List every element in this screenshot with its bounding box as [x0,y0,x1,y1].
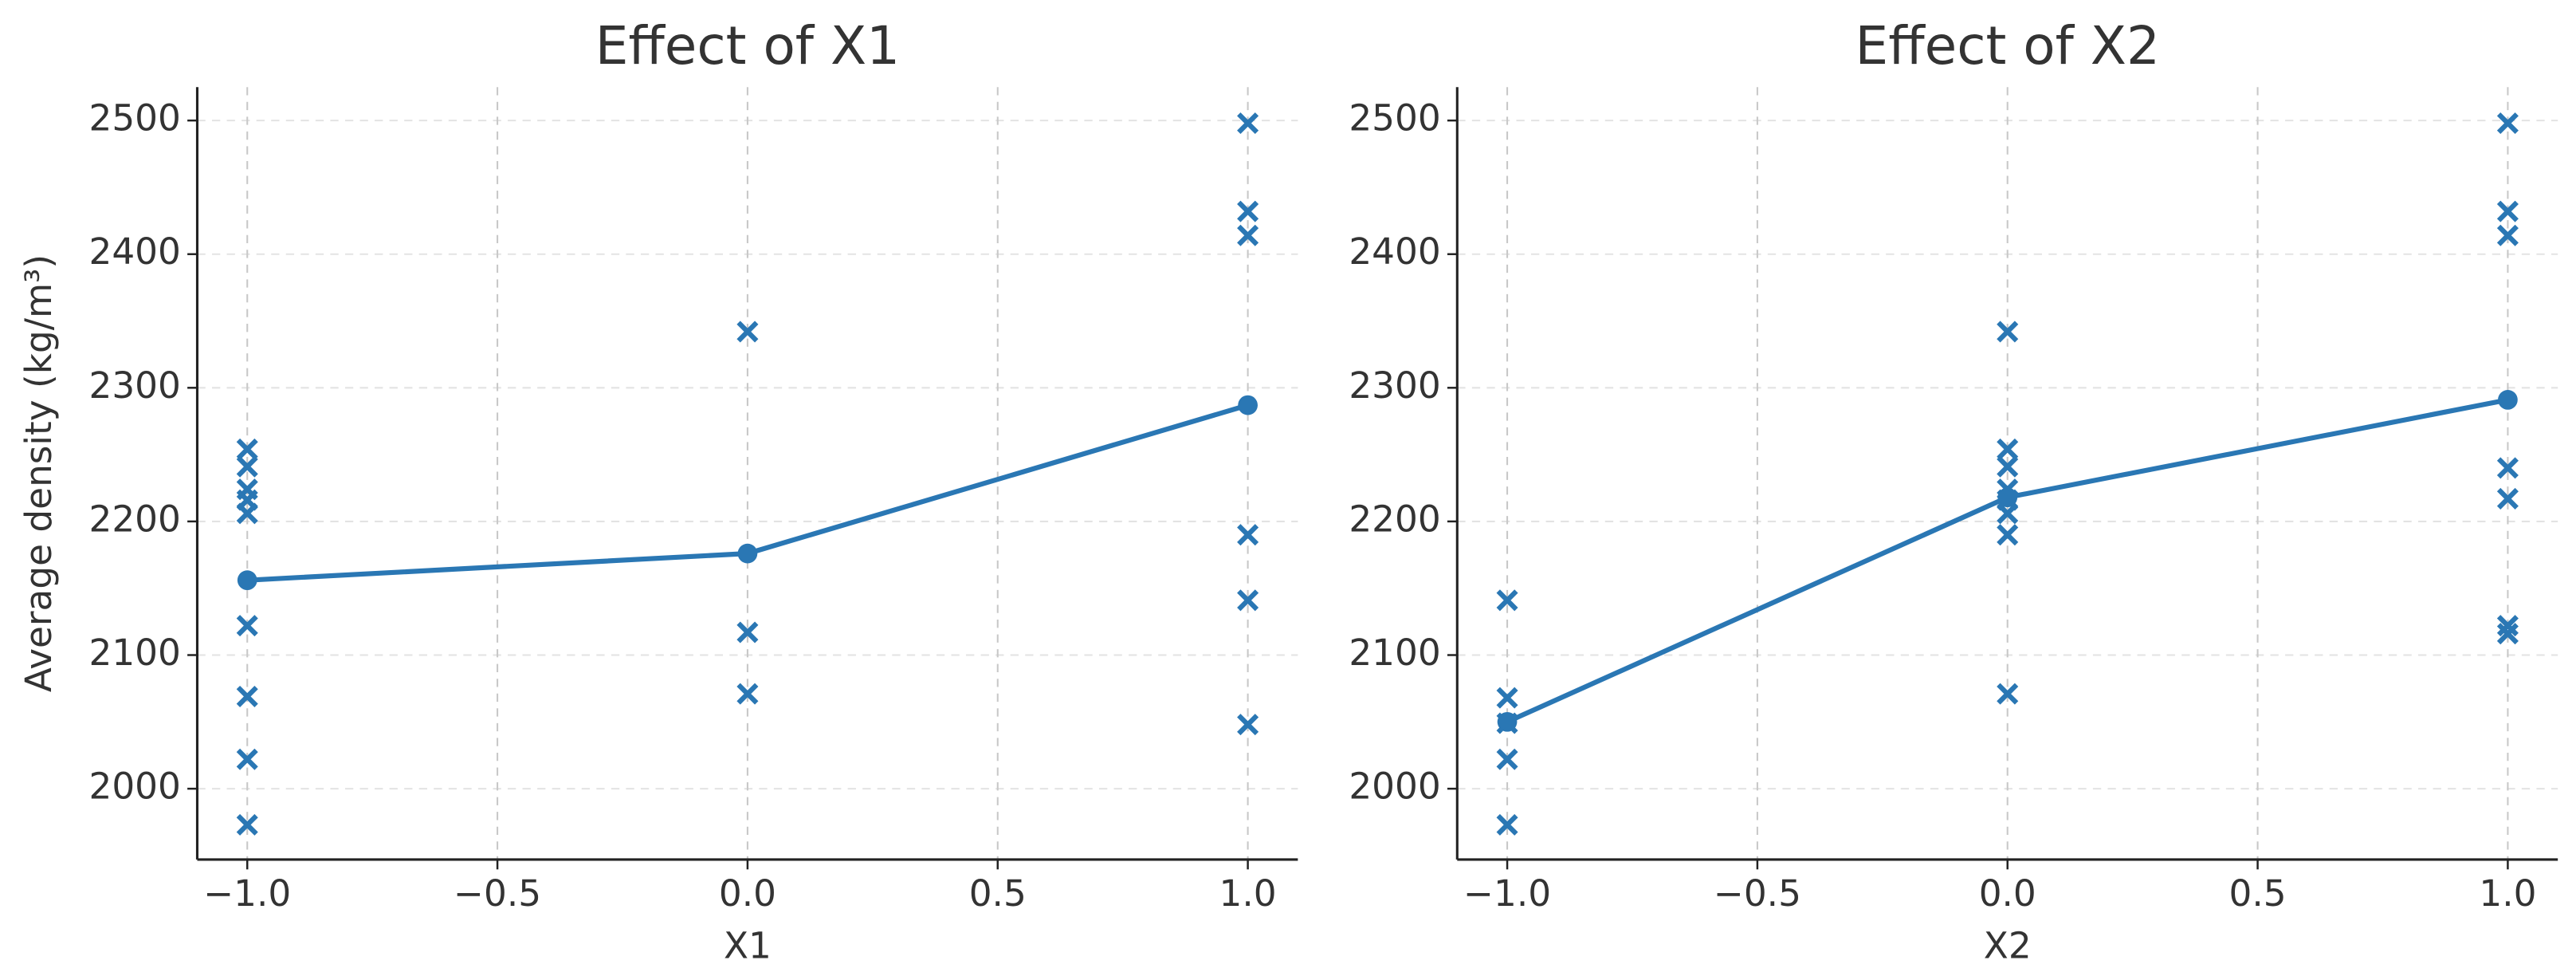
scatter-point [1237,200,1259,222]
y-tick-label: 2100 [1349,632,1440,674]
y-tick-label: 2100 [88,632,180,674]
mean-marker [237,570,257,591]
x-tick-label: 1.0 [2479,872,2536,915]
mean-marker [2498,390,2518,410]
scatter-point [1496,687,1518,709]
scatter-point [236,685,258,707]
x-tick-label: −1.0 [203,872,291,915]
y-tick-label: 2400 [1349,230,1440,273]
scatter-point [1997,438,2019,460]
x-tick-label: −1.0 [1463,872,1551,915]
x-tick-label: 0.5 [2229,872,2287,915]
x-tick-label: 1.0 [1219,872,1277,915]
y-tick-label: 2500 [88,97,180,140]
scatter-point [236,615,258,637]
y-tick-label: 2300 [1349,364,1440,407]
mean-marker [737,543,758,564]
y-tick-label: 2400 [88,230,180,273]
scatter-point [2496,487,2519,510]
scatter-point [2496,457,2519,479]
chart-title: Effect of X2 [1855,15,2160,77]
scatter-point [2496,623,2519,645]
chart-title: Effect of X1 [595,15,900,77]
scatter-point [236,813,258,836]
scatter-point [1237,714,1259,736]
x-tick-label: 0.5 [969,872,1027,915]
x-tick-label: 0.0 [719,872,776,915]
mean-marker [1997,487,2018,508]
scatter-point [1496,748,1518,770]
scatter-point [736,683,759,705]
mean-marker [1238,395,1258,415]
y-tick-label: 2200 [1349,498,1440,540]
x-tick-label: 0.0 [1979,872,2036,915]
scatter-point [1997,683,2019,705]
y-tick-label: 2000 [88,766,180,808]
scatter-point [736,621,759,643]
scatter-point [2496,224,2519,246]
y-axis-label: Average density (kg/m³) [18,254,60,692]
y-tick-label: 2500 [1349,97,1440,140]
scatter-point [236,502,258,525]
scatter-point [1997,502,2019,525]
scatter-point [2496,200,2519,222]
scatter-point [1997,524,2019,546]
scatter-point [2496,112,2519,135]
scatter-point [1237,224,1259,246]
scatter-point [1237,112,1259,135]
mean-marker [1497,711,1518,732]
scatter-point [1496,813,1518,836]
x-axis-label: X1 [724,925,772,967]
scatter-point [1997,455,2019,478]
scatter-point [1997,321,2019,343]
scatter-point [236,455,258,478]
scatter-point [236,438,258,460]
y-tick-label: 2200 [88,498,180,540]
scatter-point [236,748,258,770]
scatter-point [1496,589,1518,612]
x-axis-label: X2 [1984,925,2032,967]
y-tick-label: 2300 [88,364,180,407]
scatter-point [1237,524,1259,546]
x-tick-label: −0.5 [454,872,541,915]
x-tick-label: −0.5 [1714,872,1801,915]
scatter-point [736,321,759,343]
scatter-point [2496,615,2519,637]
y-tick-label: 2000 [1349,766,1440,808]
scatter-point [1237,589,1259,612]
